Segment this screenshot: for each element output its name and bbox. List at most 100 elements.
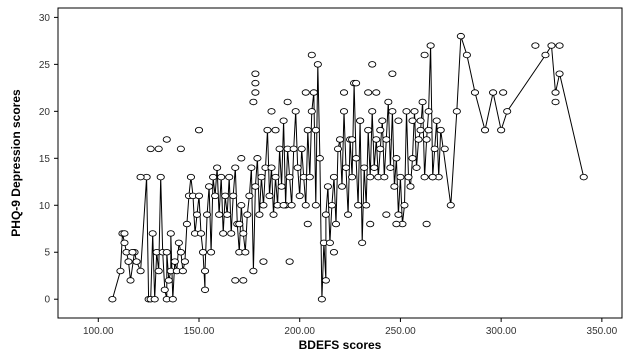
data-points-layer (108, 32, 588, 303)
data-point (126, 277, 135, 284)
data-point (489, 89, 498, 96)
data-point (384, 98, 393, 106)
data-point (275, 145, 284, 153)
data-point (180, 258, 189, 265)
data-point (207, 248, 216, 256)
data-point (120, 230, 129, 237)
data-point (231, 277, 240, 284)
data-point (271, 126, 280, 134)
data-point (555, 70, 564, 78)
data-point (364, 126, 373, 134)
data-point (166, 230, 175, 237)
data-point (366, 220, 375, 228)
data-point (452, 108, 461, 115)
data-point (382, 136, 391, 143)
data-point (124, 258, 133, 265)
data-point (420, 51, 429, 59)
data-point (348, 173, 357, 181)
data-point (128, 248, 137, 256)
data-point (170, 258, 179, 265)
x-tick-label: 150.00 (184, 326, 215, 337)
data-point (267, 108, 276, 115)
data-point (182, 220, 191, 228)
data-point (291, 108, 300, 115)
data-point (329, 248, 339, 256)
data-point (311, 126, 320, 134)
data-point (456, 32, 465, 40)
data-point (251, 89, 260, 96)
data-point (295, 192, 304, 200)
data-point (194, 126, 204, 134)
data-point (283, 98, 292, 106)
axis-ticks: 0 5 10 15 20 25 30 100.00 150.00 200.00 250.00 300.… (39, 13, 618, 337)
data-point (223, 211, 232, 218)
data-point (247, 164, 256, 171)
data-point (392, 155, 401, 162)
data-point (269, 211, 278, 218)
data-point (309, 89, 318, 96)
data-point (392, 220, 401, 228)
x-tick-label: 300.00 (486, 326, 517, 337)
data-point (396, 173, 405, 181)
data-point (408, 155, 417, 162)
data-point (331, 220, 341, 228)
data-point (305, 173, 314, 181)
data-point (279, 202, 288, 209)
data-point (221, 192, 230, 200)
data-point (148, 230, 157, 237)
y-tick-label: 0 (44, 295, 50, 306)
data-point (251, 183, 260, 190)
data-point (176, 145, 185, 153)
x-tick-label: 100.00 (83, 326, 114, 337)
data-point (422, 136, 431, 143)
data-point (245, 192, 254, 200)
data-point (430, 145, 439, 153)
data-point (470, 89, 480, 96)
data-point (205, 183, 214, 190)
data-point (422, 220, 431, 228)
data-point (394, 117, 403, 124)
data-point (217, 173, 226, 181)
data-point (251, 70, 260, 78)
data-point (315, 155, 324, 162)
data-point (237, 155, 246, 162)
data-point (146, 145, 155, 153)
data-point (329, 173, 339, 181)
data-point (120, 239, 129, 247)
data-point (551, 89, 560, 96)
data-point (108, 295, 117, 303)
data-point (416, 117, 425, 124)
data-point (352, 155, 361, 162)
data-point (372, 89, 381, 96)
data-point (227, 230, 236, 237)
data-point (303, 126, 312, 134)
data-point (211, 192, 220, 200)
data-point (231, 164, 240, 171)
data-point (388, 108, 397, 115)
data-point (265, 192, 274, 200)
data-point (249, 267, 258, 275)
data-point (386, 164, 395, 171)
data-point (259, 202, 268, 209)
data-point (194, 192, 204, 200)
data-point (362, 202, 371, 209)
data-point (259, 258, 268, 265)
data-point (579, 173, 588, 181)
data-point (253, 155, 262, 162)
data-point (297, 145, 306, 153)
x-tick-label: 200.00 (284, 326, 315, 337)
data-point (116, 267, 125, 275)
data-point (321, 277, 330, 284)
data-point (348, 136, 357, 143)
data-point (225, 173, 234, 181)
data-point (372, 136, 381, 143)
data-point (339, 89, 349, 96)
data-point (390, 183, 399, 190)
data-point (200, 286, 210, 294)
data-point (154, 145, 163, 153)
data-point (368, 61, 377, 68)
data-point (255, 211, 264, 218)
data-point (162, 136, 171, 143)
data-point (337, 183, 347, 190)
